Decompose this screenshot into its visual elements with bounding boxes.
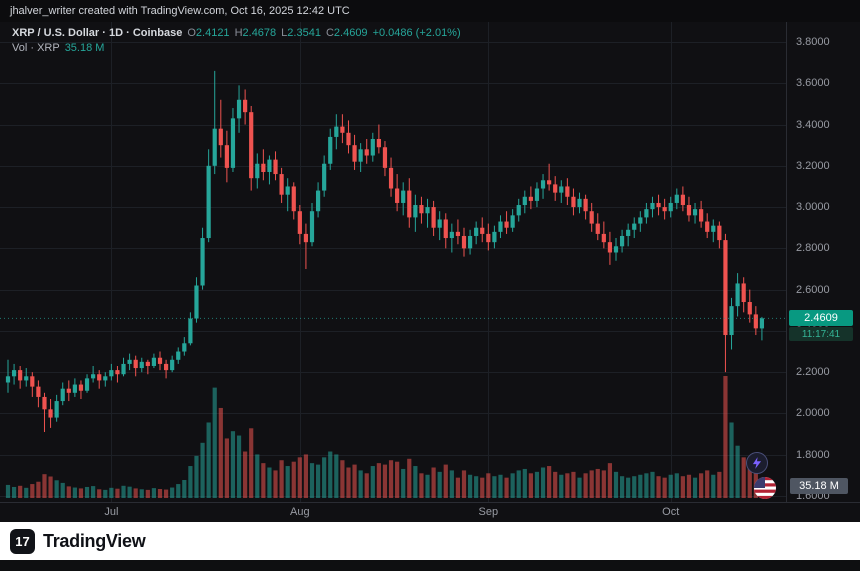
price-tick-label: 3.2000 bbox=[796, 159, 830, 172]
price-tick-label: 3.4000 bbox=[796, 118, 830, 131]
price-tick-label: 3.0000 bbox=[796, 201, 830, 214]
chart-legend: XRP / U.S. Dollar · 1D · Coinbase O2.412… bbox=[12, 26, 461, 56]
bottom-border-strip bbox=[0, 560, 860, 571]
volume-value-badge: 35.18 M bbox=[790, 478, 848, 494]
time-axis-month-label: Jul bbox=[104, 506, 119, 518]
change-value: +0.0486 (+2.01%) bbox=[372, 27, 461, 39]
time-axis-month-label: Oct bbox=[662, 506, 680, 518]
attribution-bar: jhalver_writer created with TradingView.… bbox=[0, 0, 860, 22]
volume-legend-row: Vol · XRP 35.18 M bbox=[12, 41, 461, 56]
close-value: C2.4609 bbox=[325, 27, 368, 39]
last-price-badge: 2.4609 bbox=[789, 310, 853, 327]
open-value: O2.4121 bbox=[187, 27, 230, 39]
tradingview-logo-icon[interactable]: 17 bbox=[10, 528, 35, 554]
low-value: L2.3541 bbox=[281, 27, 321, 39]
us-flag-reaction-button[interactable] bbox=[754, 477, 776, 499]
price-tick-label: 3.8000 bbox=[796, 36, 830, 48]
price-tick-label: 2.6000 bbox=[796, 283, 830, 296]
price-tick-label: 3.6000 bbox=[796, 77, 830, 90]
price-tick-label: 1.8000 bbox=[796, 448, 830, 461]
volume-legend-value: 35.18 M bbox=[64, 42, 105, 54]
time-axis-month-label: Aug bbox=[290, 506, 310, 518]
price-tick-label: 2.8000 bbox=[796, 242, 830, 255]
attribution-text: jhalver_writer created with TradingView.… bbox=[10, 5, 350, 17]
high-value: H2.4678 bbox=[234, 27, 277, 39]
symbol-title[interactable]: XRP / U.S. Dollar · 1D · Coinbase bbox=[12, 27, 183, 39]
price-tick-label: 2.0000 bbox=[796, 407, 830, 420]
lightning-icon bbox=[752, 457, 762, 469]
volume-legend-label[interactable]: Vol · XRP bbox=[12, 42, 60, 54]
us-flag-icon bbox=[754, 477, 776, 499]
bar-countdown-badge: 11:17:41 bbox=[789, 327, 853, 342]
tradingview-wordmark[interactable]: TradingView bbox=[43, 530, 146, 551]
tradingview-footer: 17 TradingView bbox=[0, 522, 860, 560]
time-axis-month-label: Sep bbox=[478, 506, 499, 518]
lightning-reaction-button[interactable] bbox=[746, 452, 768, 474]
price-tick-label: 2.2000 bbox=[796, 366, 830, 379]
symbol-legend-row: XRP / U.S. Dollar · 1D · Coinbase O2.412… bbox=[12, 26, 461, 41]
